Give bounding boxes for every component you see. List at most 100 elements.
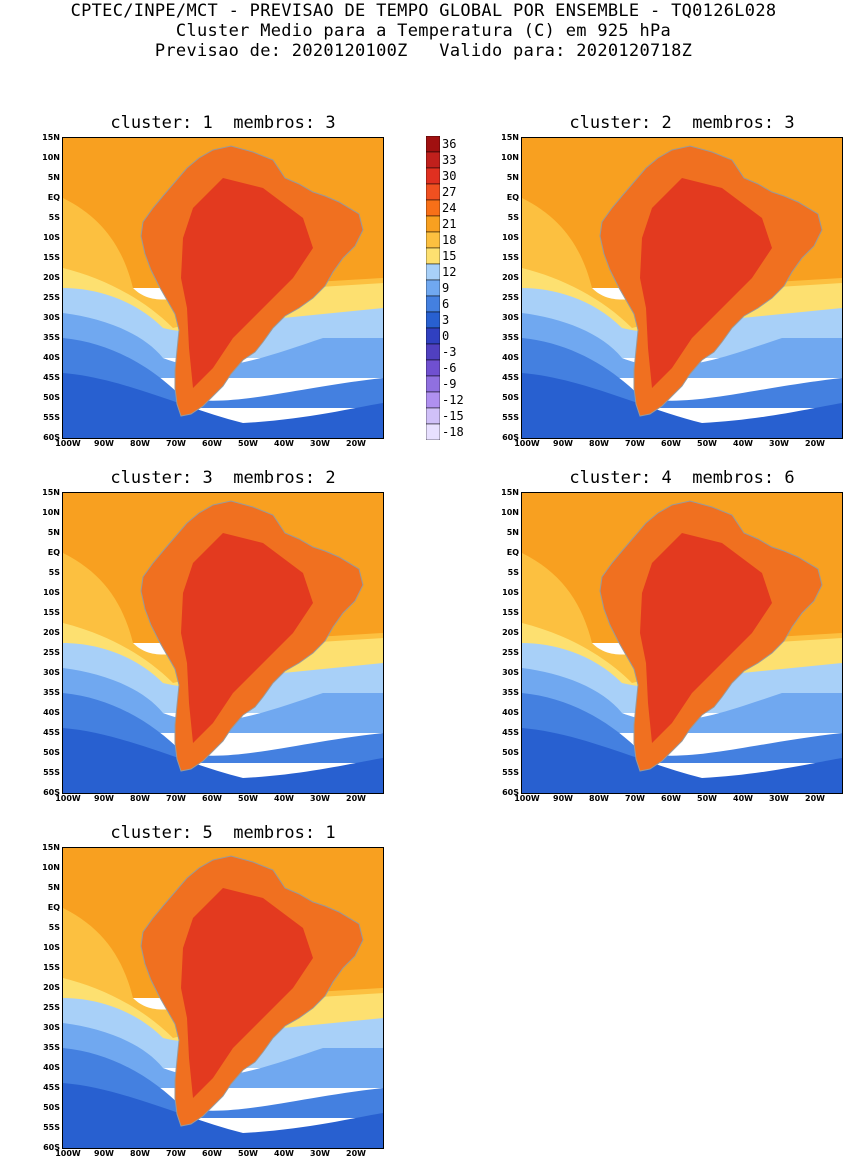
lat-label: 55S [43, 768, 60, 777]
lon-label: 20W [346, 1149, 366, 1158]
colorbar-swatch [425, 295, 441, 313]
lon-label: 70W [625, 794, 645, 803]
colorbar-label: 3 [442, 313, 450, 327]
colorbar-swatch [425, 423, 441, 441]
lon-label: 20W [346, 439, 366, 448]
temperature-band-6 [522, 338, 842, 408]
title-line-2: Cluster Medio para a Temperatura (C) em … [175, 21, 672, 41]
lat-label: 30S [502, 313, 519, 322]
lat-label: 20S [43, 628, 60, 637]
panel-4-title: cluster: 4 membros: 6 [569, 468, 795, 488]
colorbar-swatch [425, 199, 441, 217]
map-panel-3 [62, 492, 384, 794]
panel-5-title: cluster: 5 membros: 1 [110, 823, 336, 843]
lat-label: 50S [502, 393, 519, 402]
lat-label: 45S [502, 373, 519, 382]
lat-label: 30S [43, 1023, 60, 1032]
temperature-band-7 [63, 1083, 383, 1148]
lon-label: 90W [94, 794, 114, 803]
lon-label: 60W [202, 794, 222, 803]
lon-label: 70W [166, 439, 186, 448]
lat-label: 25S [43, 293, 60, 302]
temperature-band-5 [522, 313, 842, 378]
lon-label: 100W [55, 794, 81, 803]
lon-label: 100W [514, 439, 540, 448]
temperature-band-6 [63, 338, 383, 408]
lat-label: 35S [43, 333, 60, 342]
lat-label: 10N [42, 508, 60, 517]
lon-label: 40W [274, 794, 294, 803]
panel-3-title: cluster: 3 membros: 2 [110, 468, 336, 488]
lat-label: 5S [507, 213, 519, 222]
map-panel-5 [62, 847, 384, 1149]
colorbar-label: -12 [442, 393, 464, 407]
temperature-band-5 [63, 313, 383, 378]
lon-label: 70W [166, 1149, 186, 1158]
lat-label: 60S [43, 1143, 60, 1152]
lat-label: 20S [502, 628, 519, 637]
lon-label: 20W [346, 794, 366, 803]
lon-label: 100W [55, 439, 81, 448]
hot-core [640, 178, 772, 388]
colorbar-swatch [425, 407, 441, 425]
lat-label: 25S [43, 1003, 60, 1012]
lat-label: 55S [43, 1123, 60, 1132]
lon-label: 50W [697, 439, 717, 448]
lat-label: 30S [43, 313, 60, 322]
lon-label: 30W [769, 439, 789, 448]
lon-label: 40W [274, 1149, 294, 1158]
lat-label: 50S [43, 393, 60, 402]
map-panel-2 [521, 137, 843, 439]
hot-core [181, 178, 313, 388]
lat-label: 55S [502, 768, 519, 777]
lon-label: 50W [238, 1149, 258, 1158]
lon-label: 70W [166, 794, 186, 803]
colorbar-swatch [425, 263, 441, 281]
lat-label: 5N [47, 883, 60, 892]
colorbar-swatch [425, 359, 441, 377]
lat-label: 5N [47, 173, 60, 182]
colorbar-label: 18 [442, 233, 457, 247]
colorbar-swatch [425, 151, 441, 169]
temperature-band-7 [63, 373, 383, 438]
colorbar-label: 9 [442, 281, 450, 295]
title-line-3: Previsao de: 2020120100Z Valido para: 20… [154, 41, 693, 61]
lat-label: 50S [502, 748, 519, 757]
title-line-1: CPTEC/INPE/MCT - PREVISAO DE TEMPO GLOBA… [70, 1, 777, 21]
temperature-band-6 [63, 693, 383, 763]
lat-label: 35S [502, 333, 519, 342]
lat-label: 25S [502, 293, 519, 302]
colorbar-label: 21 [442, 217, 457, 231]
lat-label: 5N [506, 173, 519, 182]
lon-label: 60W [661, 794, 681, 803]
colorbar-label: -15 [442, 409, 464, 423]
lat-label: 5S [48, 568, 60, 577]
lat-label: 40S [43, 353, 60, 362]
lon-label: 80W [589, 439, 609, 448]
lat-label: 25S [502, 648, 519, 657]
colorbar-swatch [425, 279, 441, 297]
colorbar-swatch [425, 183, 441, 201]
colorbar-label: 24 [442, 201, 457, 215]
colorbar-swatch [425, 391, 441, 409]
colorbar-label: -9 [442, 377, 457, 391]
lat-label: 55S [43, 413, 60, 422]
lon-label: 90W [94, 439, 114, 448]
lat-label: 5N [506, 528, 519, 537]
lat-label: 5N [47, 528, 60, 537]
temperature-band-6 [63, 1048, 383, 1118]
lat-label: 45S [43, 373, 60, 382]
colorbar-swatch [425, 343, 441, 361]
lat-label: 10S [43, 588, 60, 597]
lat-label: 15N [501, 133, 519, 142]
lat-label: 40S [43, 708, 60, 717]
colorbar-swatch [425, 231, 441, 249]
colorbar-label: -6 [442, 361, 457, 375]
hot-core [640, 533, 772, 743]
lat-label: 40S [502, 708, 519, 717]
colorbar-swatch [425, 311, 441, 329]
lon-label: 70W [625, 439, 645, 448]
lat-label: EQ [506, 193, 519, 202]
lat-label: EQ [47, 548, 60, 557]
temperature-band-7 [63, 728, 383, 793]
